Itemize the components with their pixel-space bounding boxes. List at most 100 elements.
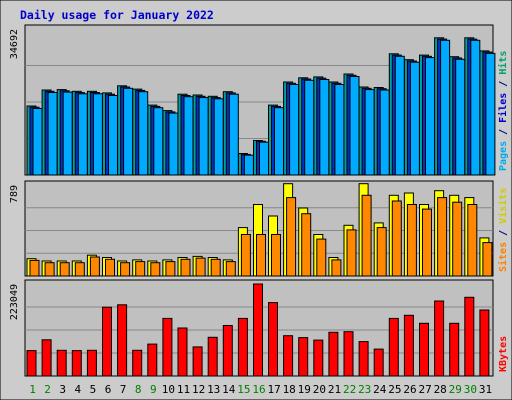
bar-pages-day-18 [289, 84, 300, 176]
legend-label-files: Files [497, 93, 509, 123]
bar-pages-day-27 [425, 57, 435, 176]
x-axis-day-labels: 1 2 3 4 5 6 7 8 9 10 11 12 13 14 15 16 17 18 19 20 21 22 23 24 2… [29, 383, 492, 396]
bar-kbytes-day-2 [41, 339, 52, 377]
bar-sites-day-9 [150, 262, 161, 277]
bar-sites-day-21 [331, 259, 342, 277]
x-tick-label-day-20: 20 [313, 383, 326, 396]
bar-sites-day-5 [89, 256, 100, 277]
bar-pages-day-19 [304, 79, 315, 176]
x-tick-label-day-1: 1 [29, 383, 36, 396]
x-tick-label-day-31: 31 [479, 383, 492, 396]
x-tick-label-day-5: 5 [90, 383, 97, 396]
bar-sites-day-30 [467, 204, 478, 277]
bar-sites-day-8 [135, 261, 146, 277]
bar-kbytes-day-3 [56, 349, 67, 377]
legend-label-: / [498, 123, 509, 141]
x-tick-label-day-29: 29 [449, 383, 462, 396]
panel-hits-files-pages: 34692 Pages / Files / Hits [9, 24, 509, 176]
chart-panels: 34692 Pages / Files / Hits 789 Sites / Visi… [9, 24, 509, 377]
bar-pages-day-7 [123, 87, 134, 176]
x-tick-label-day-8: 8 [135, 383, 142, 396]
bar-sites-day-14 [225, 261, 236, 277]
bar-kbytes-day-8 [132, 349, 143, 377]
bar-kbytes-day-16 [253, 283, 263, 377]
bar-kbytes-day-17 [268, 302, 278, 377]
x-tick-label-day-13: 13 [207, 383, 220, 396]
bar-kbytes-day-27 [419, 322, 429, 377]
bar-pages-day-4 [77, 93, 88, 176]
bar-sites-day-2 [44, 262, 55, 277]
bar-pages-day-16 [259, 141, 269, 176]
bar-pages-day-10 [168, 112, 179, 176]
bar-sites-day-15 [240, 234, 251, 277]
x-tick-label-day-2: 2 [44, 383, 51, 396]
x-tick-label-day-15: 15 [237, 383, 250, 396]
bar-sites-day-19 [301, 213, 312, 277]
legend-label-sites: Sites [497, 242, 509, 272]
x-tick-label-day-21: 21 [328, 383, 341, 396]
bar-kbytes-day-7 [117, 304, 128, 377]
bar-sites-day-27 [422, 208, 432, 277]
bar-pages-day-11 [183, 96, 194, 176]
x-tick-label-day-10: 10 [162, 383, 175, 396]
bar-kbytes-day-11 [177, 327, 188, 377]
bar-sites-day-10 [165, 261, 176, 277]
x-tick-label-day-17: 17 [267, 383, 280, 396]
bar-pages-day-8 [138, 91, 149, 176]
bar-sites-day-29 [452, 201, 463, 277]
bar-sites-day-7 [120, 262, 131, 277]
x-tick-label-day-3: 3 [59, 383, 66, 396]
x-tick-label-day-14: 14 [222, 383, 236, 396]
bar-kbytes-day-26 [403, 314, 414, 377]
series-legend: Pages / Files / Hits [497, 51, 509, 171]
bar-pages-day-24 [379, 89, 390, 176]
bar-kbytes-day-31 [479, 309, 490, 377]
bar-sites-day-31 [482, 242, 493, 277]
bar-sites-day-3 [59, 262, 70, 277]
bar-pages-day-17 [274, 107, 284, 176]
x-tick-label-day-28: 28 [434, 383, 447, 396]
bar-pages-day-9 [153, 107, 164, 176]
bar-sites-day-18 [286, 197, 297, 277]
bar-kbytes-day-6 [102, 306, 112, 377]
legend-label-visits: Visits [497, 188, 509, 224]
bar-sites-day-13 [210, 258, 221, 277]
bar-sites-day-22 [346, 229, 357, 277]
x-tick-label-day-26: 26 [403, 383, 416, 396]
bar-pages-day-29 [455, 58, 466, 176]
x-tick-label-day-30: 30 [464, 383, 477, 396]
series-legend: Sites / Visits [497, 188, 509, 272]
x-tick-label-day-6: 6 [105, 383, 112, 396]
bar-pages-day-31 [485, 52, 496, 176]
bar-sites-day-11 [180, 258, 191, 277]
bar-kbytes-day-10 [162, 317, 173, 377]
x-tick-label-day-27: 27 [418, 383, 431, 396]
bar-sites-day-24 [376, 227, 387, 277]
legend-label-hits: Hits [497, 51, 509, 75]
bar-pages-day-28 [440, 39, 451, 176]
bar-kbytes-day-23 [358, 341, 369, 377]
bar-sites-day-20 [316, 238, 327, 277]
bar-pages-day-15 [243, 154, 254, 176]
bar-kbytes-day-29 [449, 322, 460, 377]
bar-kbytes-day-21 [328, 331, 339, 377]
bar-pages-day-20 [319, 79, 330, 176]
bar-sites-day-16 [256, 234, 266, 277]
y-axis-max-label: 223049 [9, 284, 20, 320]
bar-kbytes-day-12 [192, 346, 203, 377]
bar-pages-day-1 [32, 108, 43, 176]
bar-pages-day-2 [47, 92, 58, 176]
bar-pages-day-13 [213, 98, 224, 176]
bar-kbytes-day-18 [283, 335, 294, 377]
bar-pages-day-14 [228, 93, 239, 176]
x-tick-label-day-19: 19 [298, 383, 311, 396]
bar-pages-day-3 [62, 91, 73, 176]
x-tick-label-day-12: 12 [192, 383, 205, 396]
bar-kbytes-day-30 [464, 296, 475, 377]
bar-sites-day-6 [105, 258, 115, 277]
bar-sites-day-4 [74, 262, 85, 277]
legend-label-pages: Pages [498, 141, 509, 171]
legend-label-: / [498, 224, 509, 242]
legend-label-: / [498, 75, 509, 93]
